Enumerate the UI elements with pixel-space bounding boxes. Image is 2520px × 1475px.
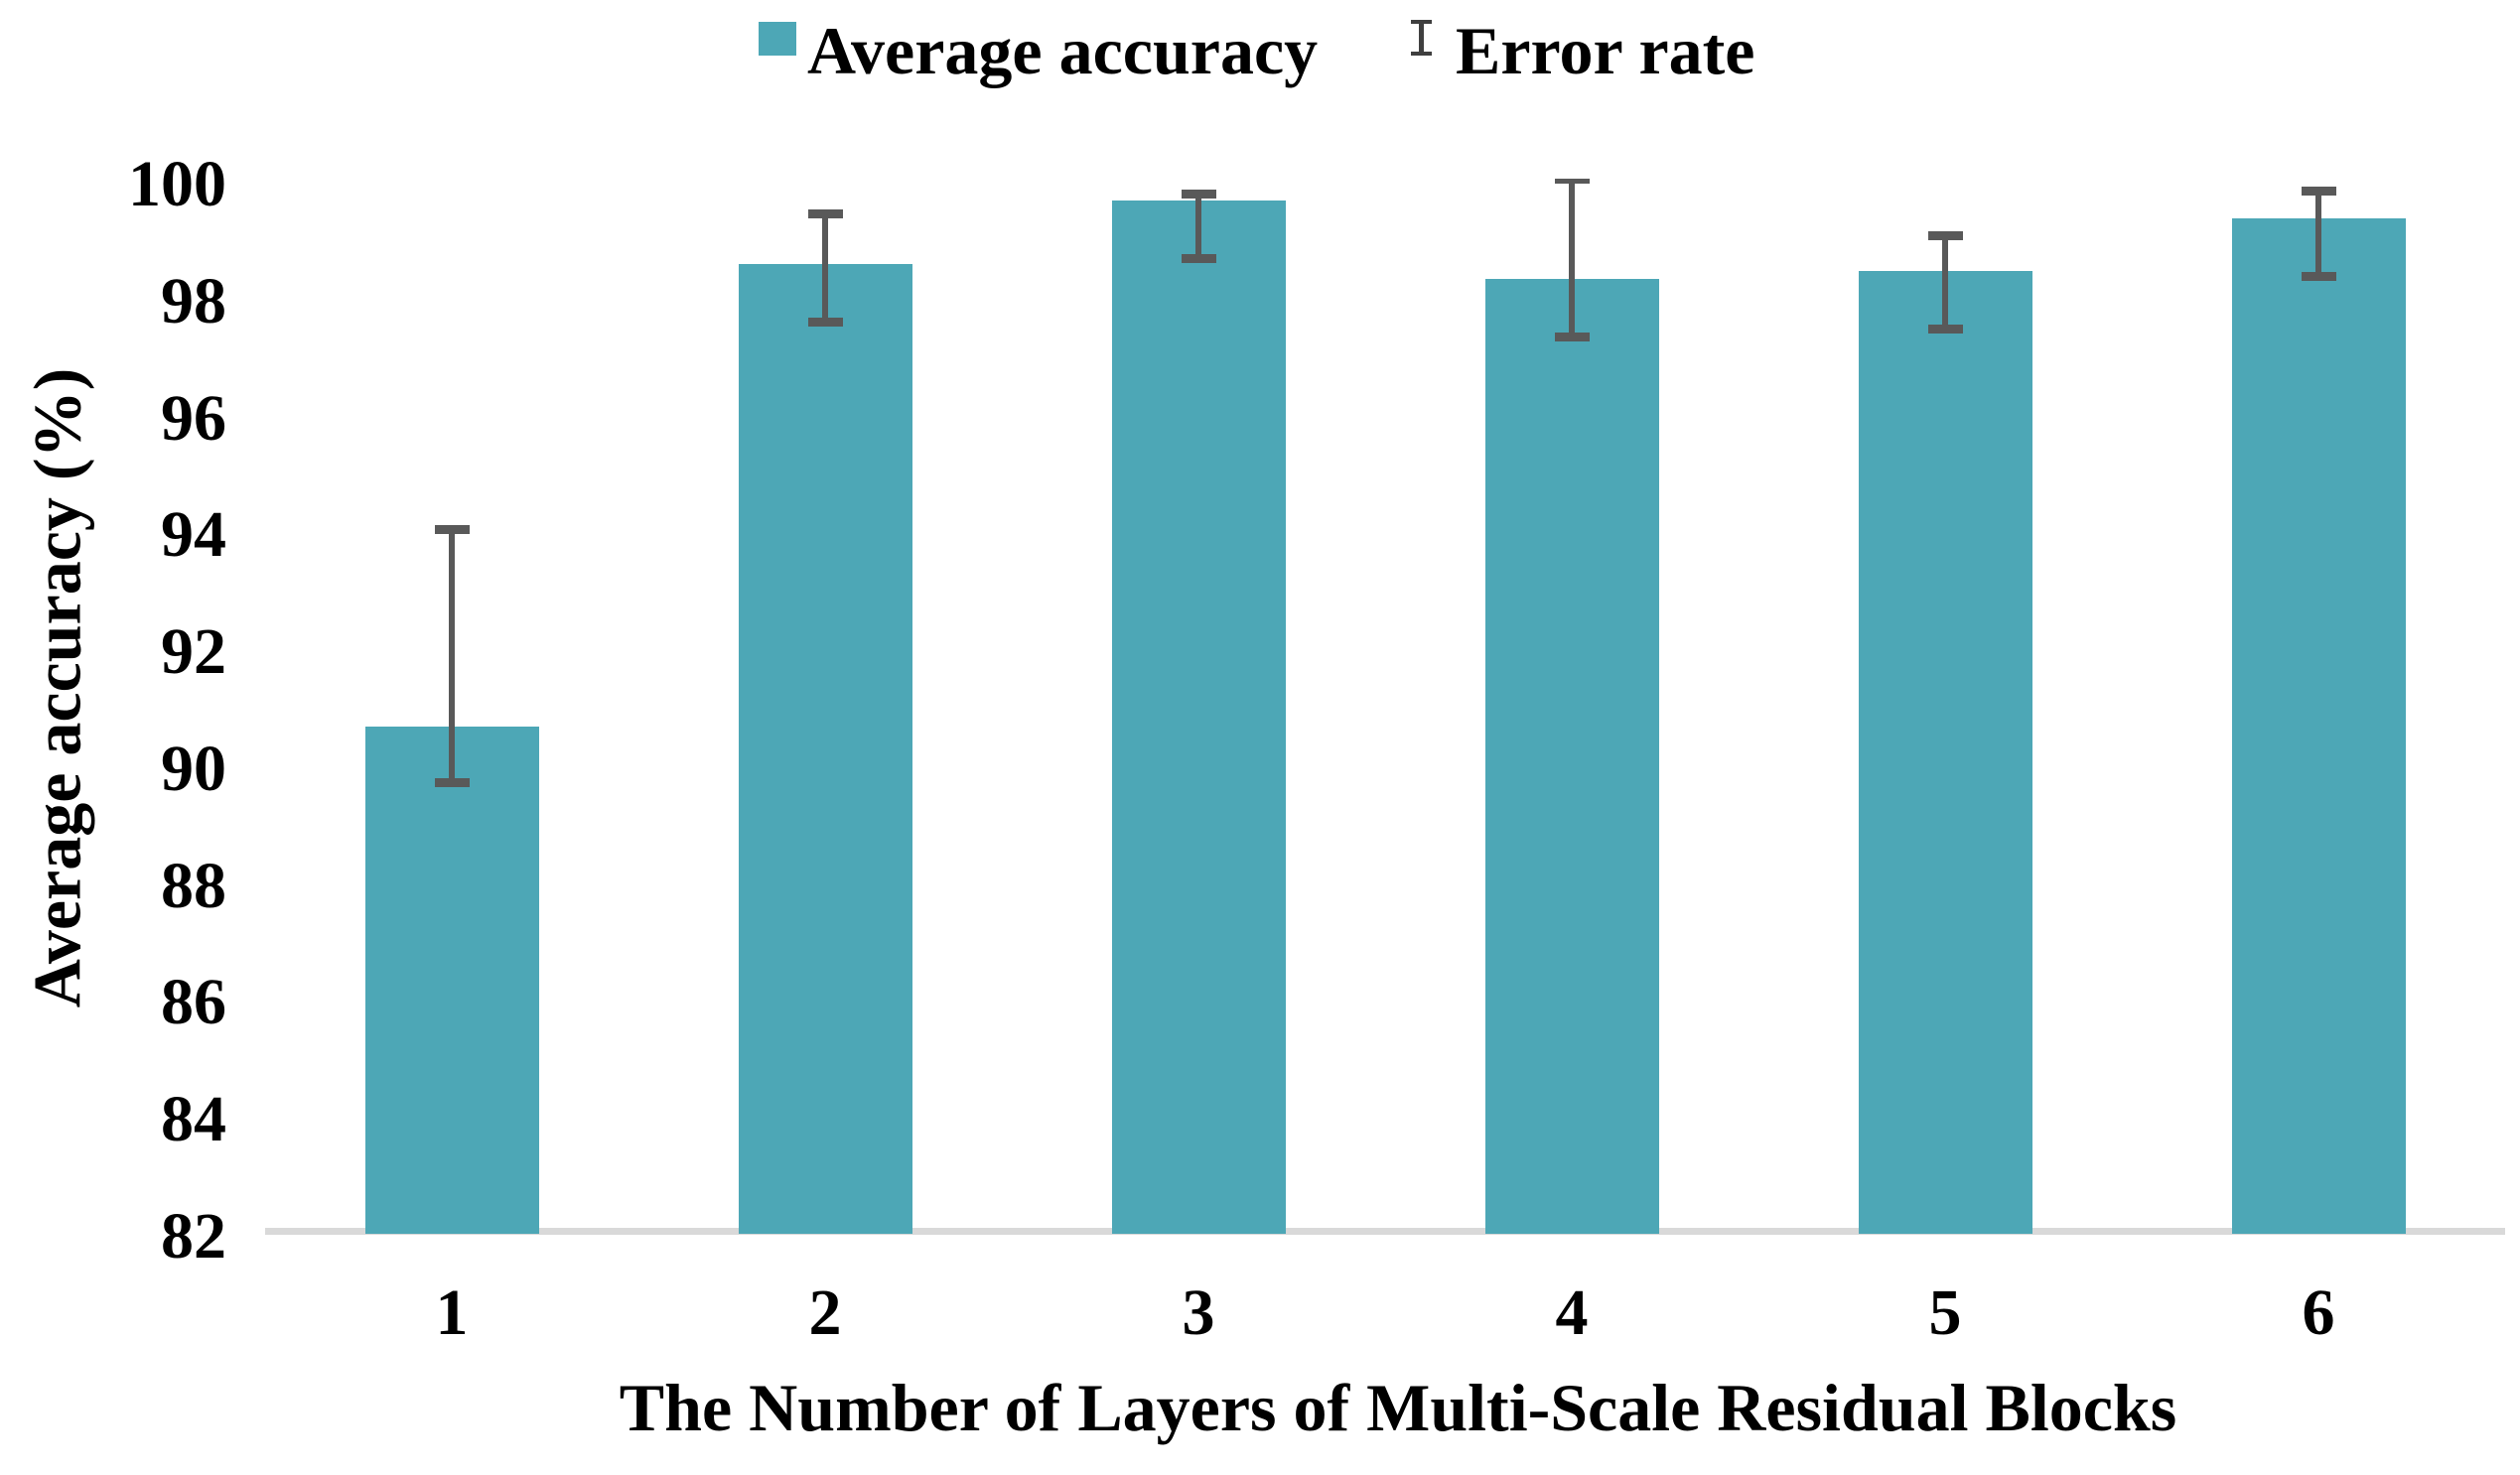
bar <box>1858 271 2032 1234</box>
x-tick-label: 6 <box>2302 1276 2335 1349</box>
y-tick-label: 100 <box>128 148 226 220</box>
y-tick-label: 98 <box>161 264 226 337</box>
x-axis-title: The Number of Layers of Multi-Scale Resi… <box>619 1370 2177 1445</box>
legend-accuracy-swatch <box>759 22 796 56</box>
y-tick-label: 94 <box>161 498 226 572</box>
error-bar-cap-bottom <box>1181 254 1216 264</box>
legend-accuracy-label: Average accuracy <box>807 13 1319 88</box>
bar <box>1484 278 1659 1234</box>
y-tick-label: 90 <box>161 732 226 805</box>
legend-error-label: Error rate <box>1456 13 1755 88</box>
error-bar-line <box>2315 190 2321 276</box>
error-bar-cap-bottom <box>1554 333 1590 341</box>
bar <box>738 263 912 1234</box>
y-tick-label: 92 <box>161 615 226 689</box>
x-tick-label: 1 <box>435 1276 469 1349</box>
error-bar-line <box>822 212 828 323</box>
bar <box>1111 200 1286 1234</box>
legend-error-bar-icon <box>1411 20 1432 56</box>
error-bar-line <box>1942 235 1948 329</box>
x-axis-baseline <box>265 1228 2505 1235</box>
y-tick-label: 84 <box>161 1083 226 1156</box>
error-bar-cap-bottom <box>807 318 843 328</box>
x-tick-label: 5 <box>1928 1276 1962 1349</box>
error-bar-cap-top <box>2301 186 2336 196</box>
error-bar-cap-bottom <box>434 777 470 787</box>
error-bar-cap-top <box>434 525 470 535</box>
y-tick-label: 82 <box>161 1200 226 1273</box>
y-tick-label: 88 <box>161 849 226 922</box>
error-bar-cap-bottom <box>2301 271 2336 281</box>
error-bar-cap-bottom <box>1927 324 1963 334</box>
legend-error-bar-icon-line <box>1419 20 1424 56</box>
x-tick-label: 4 <box>1555 1276 1589 1349</box>
y-tick-label: 96 <box>161 381 226 455</box>
error-bar-line <box>1569 179 1575 336</box>
y-tick-label: 86 <box>161 966 226 1039</box>
legend-error-bar-icon-top-cap <box>1411 20 1432 24</box>
error-bar-line <box>449 529 455 782</box>
x-tick-label: 3 <box>1182 1276 1215 1349</box>
error-bar-cap-top <box>807 208 843 218</box>
error-bar-cap-top <box>1181 189 1216 199</box>
error-bar-line <box>1195 193 1201 259</box>
x-tick-label: 2 <box>808 1276 842 1349</box>
bar <box>364 726 539 1234</box>
legend-error-bar-icon-bottom-cap <box>1411 52 1432 56</box>
bar <box>2231 218 2406 1234</box>
error-bar-cap-top <box>1554 179 1590 184</box>
error-bar-cap-top <box>1927 231 1963 241</box>
